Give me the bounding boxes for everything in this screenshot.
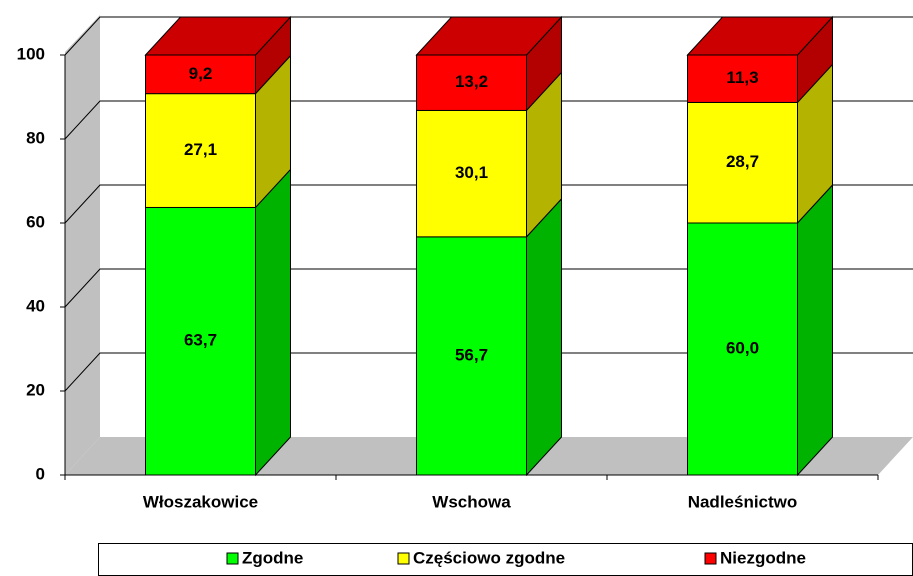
x-tick-label: Nadleśnictwo [688,492,798,511]
bar-segment [145,206,256,476]
grid-line [64,100,913,140]
data-label: 56,7 [455,345,488,364]
bar-segment [145,54,256,95]
bar-segment [416,109,527,238]
legend-swatch [226,552,239,565]
y-tick-label: 40 [26,296,45,315]
y-tick-label: 100 [17,44,45,63]
legend-label: Niezgodne [720,548,806,567]
data-label: 63,7 [184,331,217,350]
bar-top [144,16,292,56]
y-tick-label: 20 [26,380,45,399]
bar-top [686,16,834,56]
legend-swatch [397,552,410,565]
bar-top [415,16,563,56]
bar-side [797,183,833,477]
legend-swatch [704,552,717,565]
bar-segment [687,222,798,476]
x-tick-label: Wschowa [432,492,511,511]
data-label: 60,0 [726,338,759,357]
data-label: 13,2 [455,72,488,91]
grid-line [64,16,913,56]
legend-label: Częściowo zgodne [413,548,565,567]
y-tick-label: 60 [26,212,45,231]
data-label: 27,1 [184,140,217,159]
bar-side [255,168,291,477]
grid-line [64,268,913,308]
bar-segment [687,54,798,103]
data-label: 28,7 [726,152,759,171]
data-label: 11,3 [726,68,758,87]
x-tick-label: Włoszakowice [143,492,258,511]
grid-line [64,184,913,224]
y-tick-label: 0 [36,464,45,483]
data-label: 9,2 [189,64,213,83]
bar-side [526,197,562,477]
legend-label: Zgodne [242,548,303,567]
bar-segment [416,236,527,476]
grid-line [64,352,913,392]
side-wall [65,15,100,475]
bar-segment [416,54,527,111]
bar-segment [145,93,256,208]
data-label: 30,1 [455,163,488,182]
y-tick-label: 80 [26,128,45,147]
